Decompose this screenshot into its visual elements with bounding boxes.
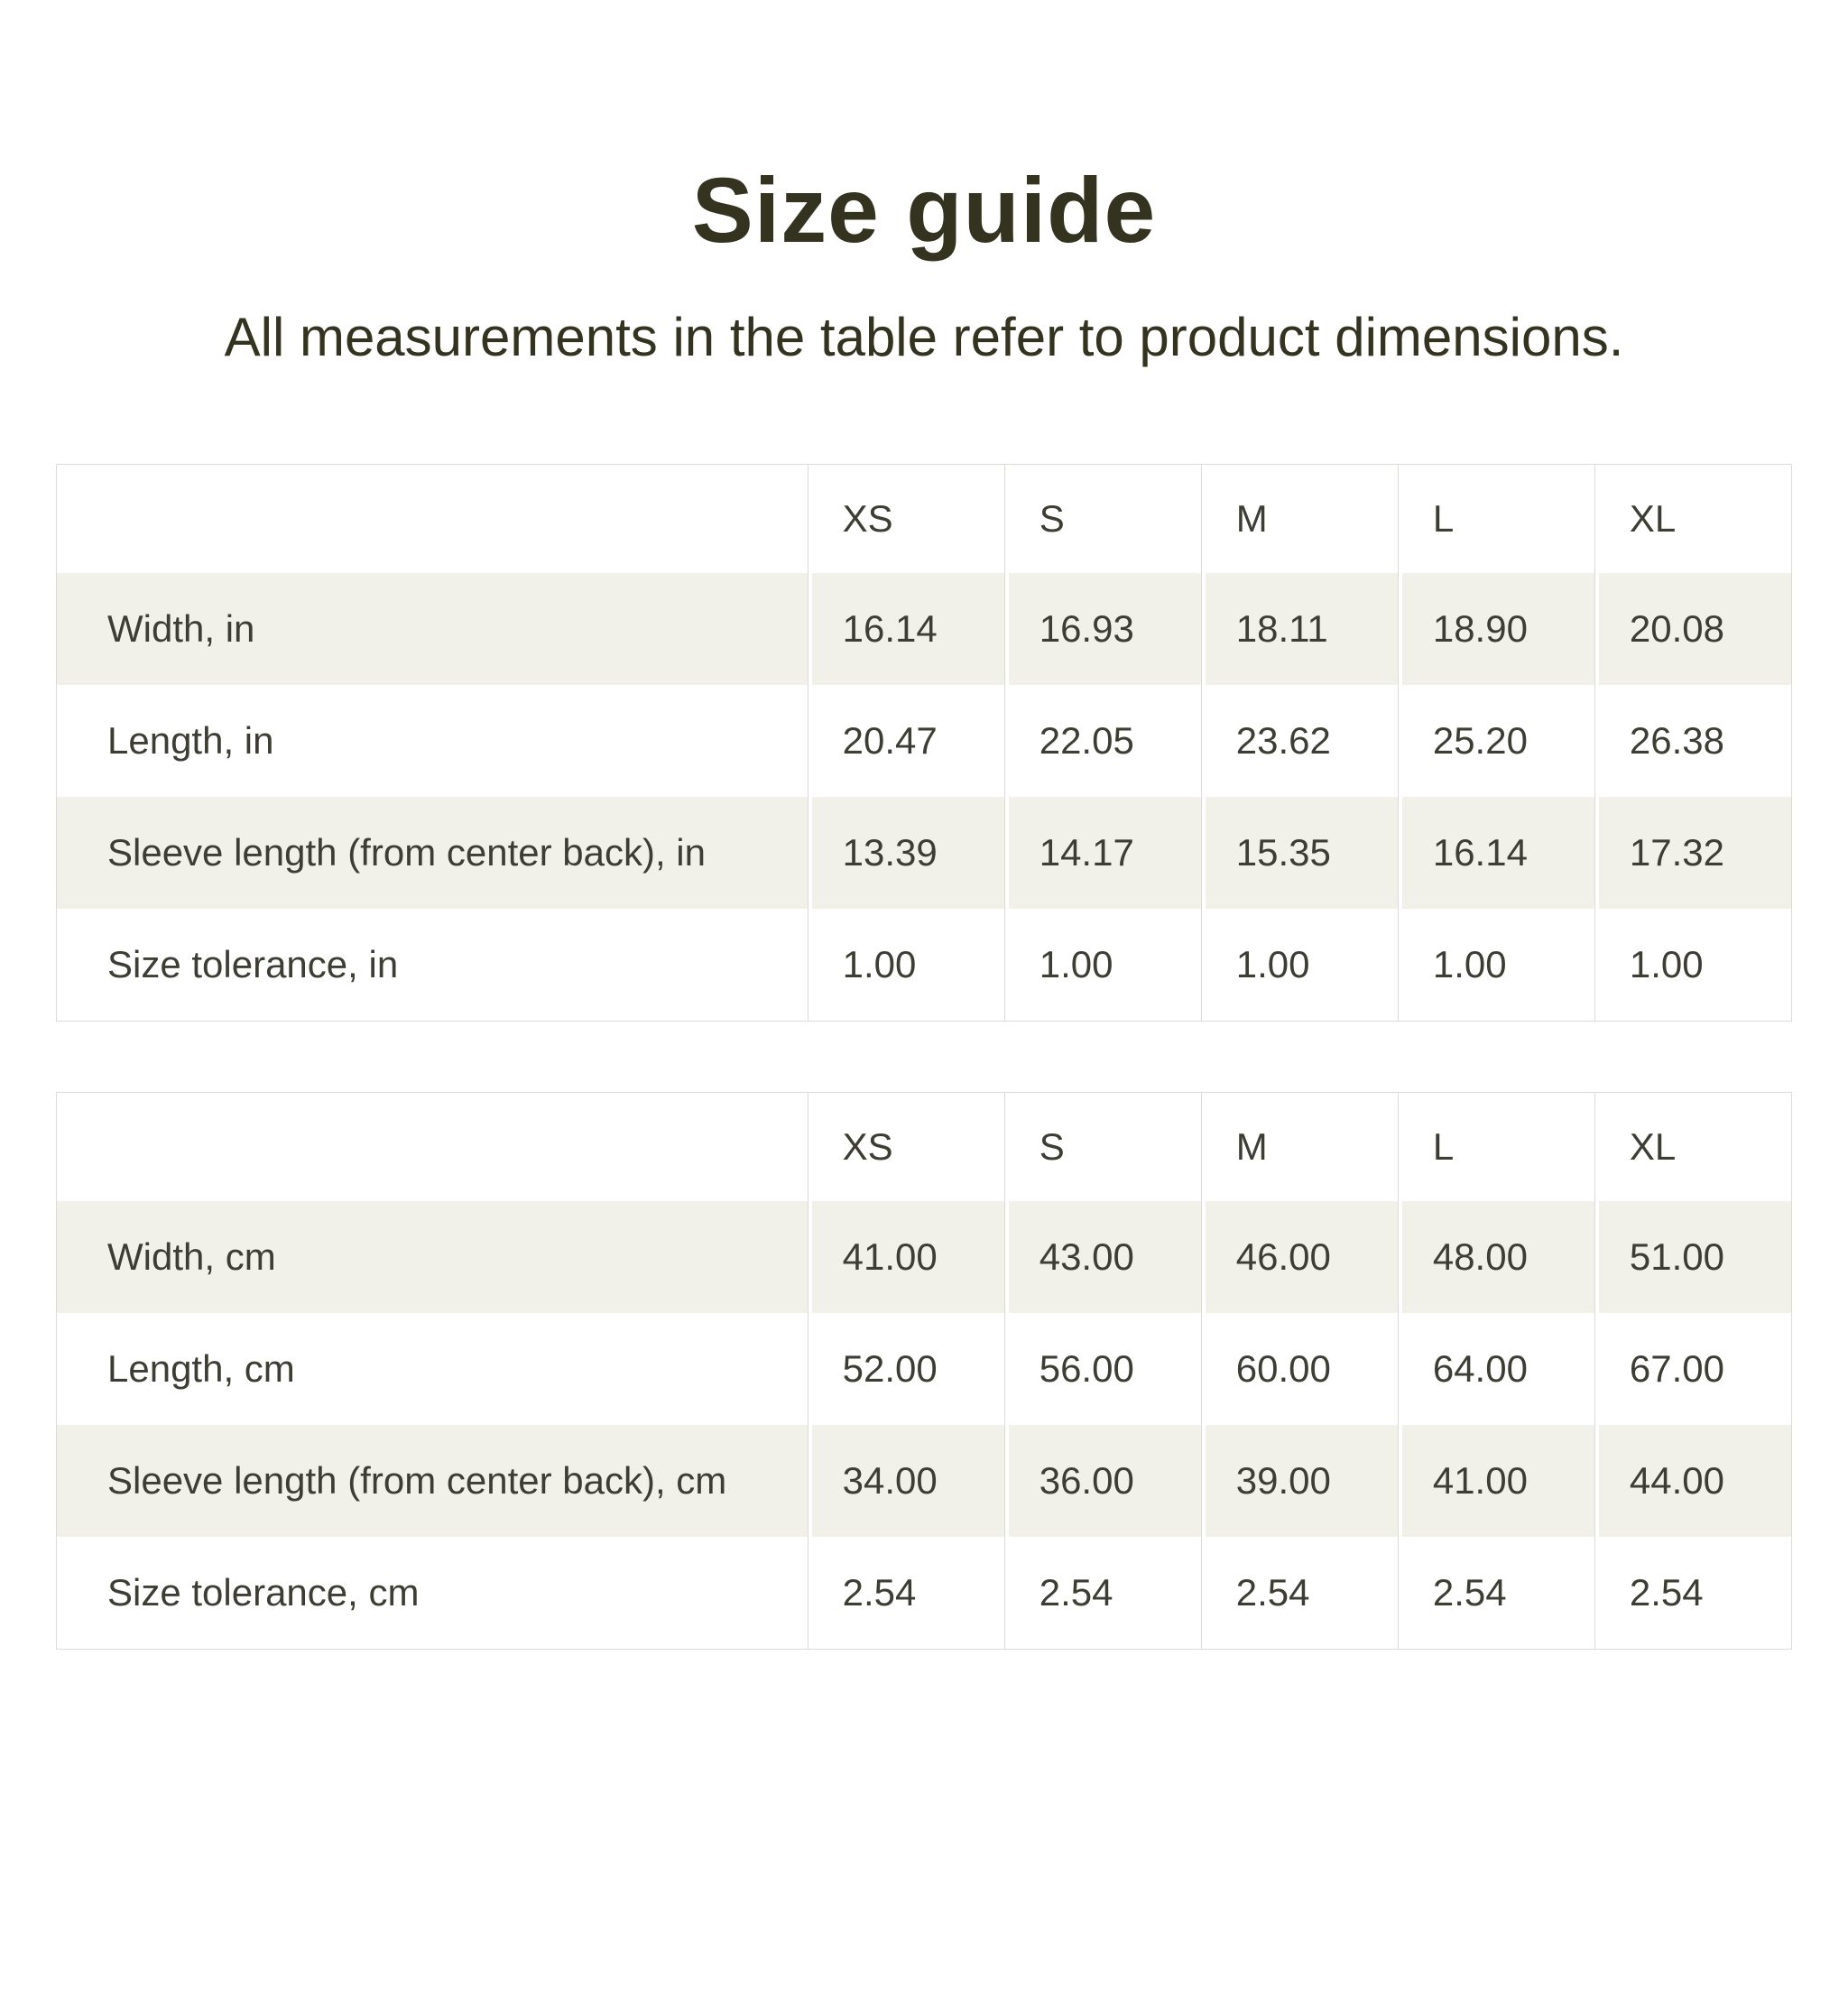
table-row: Sleeve length (from center back), cm 34.0… bbox=[56, 1425, 1792, 1538]
size-value: 44.00 bbox=[1594, 1425, 1792, 1538]
size-value: 41.00 bbox=[1397, 1425, 1595, 1538]
empty-corner-cell bbox=[57, 1093, 808, 1202]
size-value: 2.54 bbox=[807, 1537, 1005, 1650]
size-column-header: XS bbox=[807, 464, 1005, 574]
size-value: 36.00 bbox=[1003, 1425, 1202, 1538]
size-value: 22.05 bbox=[1003, 685, 1202, 798]
size-value: 52.00 bbox=[807, 1313, 1005, 1426]
size-value: 26.38 bbox=[1594, 685, 1792, 798]
size-value: 16.14 bbox=[807, 573, 1005, 686]
size-value: 14.17 bbox=[1003, 797, 1202, 910]
size-value: 34.00 bbox=[807, 1425, 1005, 1538]
size-column-header: XL bbox=[1594, 464, 1792, 574]
size-value: 1.00 bbox=[1200, 909, 1399, 1022]
row-label: Size tolerance, in bbox=[107, 943, 399, 986]
size-value: 18.11 bbox=[1200, 573, 1399, 686]
size-value: 16.93 bbox=[1003, 573, 1202, 686]
page-subtitle: All measurements in the table refer to p… bbox=[224, 307, 1624, 368]
table-row: Size tolerance, in 1.00 1.00 1.00 1.00 1.00 bbox=[57, 909, 1792, 1022]
row-label: Sleeve length (from center back), cm bbox=[107, 1459, 727, 1503]
size-column-header: M bbox=[1200, 464, 1399, 574]
empty-corner-cell bbox=[57, 465, 808, 574]
row-label: Size tolerance, cm bbox=[107, 1571, 420, 1614]
table-row: Width, cm 41.00 43.00 46.00 48.00 51.00 bbox=[56, 1201, 1792, 1314]
size-guide-panel: Size guide All measurements in the table… bbox=[0, 159, 1848, 1651]
size-value: 56.00 bbox=[1003, 1313, 1202, 1426]
size-value: 25.20 bbox=[1397, 685, 1595, 798]
size-column-header: S bbox=[1003, 464, 1202, 574]
size-value: 39.00 bbox=[1200, 1425, 1399, 1538]
size-value: 1.00 bbox=[1397, 909, 1595, 1022]
size-value: 67.00 bbox=[1594, 1313, 1792, 1426]
size-value: 2.54 bbox=[1200, 1537, 1399, 1650]
size-value: 20.47 bbox=[807, 685, 1005, 798]
row-label: Length, cm bbox=[107, 1347, 295, 1391]
table-row: Sleeve length (from center back), in 13.3… bbox=[56, 797, 1792, 910]
size-column-header: L bbox=[1397, 464, 1595, 574]
size-value: 23.62 bbox=[1200, 685, 1399, 798]
size-value: 1.00 bbox=[1003, 909, 1202, 1022]
size-value: 2.54 bbox=[1397, 1537, 1595, 1650]
page-title: Size guide bbox=[691, 159, 1157, 262]
row-label: Width, cm bbox=[107, 1235, 276, 1279]
table-row: Size tolerance, cm 2.54 2.54 2.54 2.54 2.54 bbox=[57, 1537, 1792, 1650]
size-column-header: XL bbox=[1594, 1092, 1792, 1202]
size-value: 64.00 bbox=[1397, 1313, 1595, 1426]
size-header-row: XS S M L XL bbox=[57, 464, 1792, 574]
size-value: 60.00 bbox=[1200, 1313, 1399, 1426]
size-value: 43.00 bbox=[1003, 1201, 1202, 1314]
table-row: Length, in 20.47 22.05 23.62 25.20 26.38 bbox=[57, 685, 1792, 798]
size-value: 20.08 bbox=[1594, 573, 1792, 686]
row-label: Width, in bbox=[107, 607, 255, 651]
size-value: 17.32 bbox=[1594, 797, 1792, 910]
size-value: 15.35 bbox=[1200, 797, 1399, 910]
size-value: 46.00 bbox=[1200, 1201, 1399, 1314]
size-value: 1.00 bbox=[807, 909, 1005, 1022]
size-table-inches: XS S M L XL Width, in 16.14 16.93 18.11 18.90 20.0… bbox=[56, 464, 1792, 1022]
size-value: 51.00 bbox=[1594, 1201, 1792, 1314]
size-column-header: L bbox=[1397, 1092, 1595, 1202]
size-header-row: XS S M L XL bbox=[57, 1092, 1792, 1202]
table-row: Length, cm 52.00 56.00 60.00 64.00 67.00 bbox=[57, 1313, 1792, 1426]
size-column-header: XS bbox=[807, 1092, 1005, 1202]
table-row: Width, in 16.14 16.93 18.11 18.90 20.08 bbox=[56, 573, 1792, 686]
size-value: 13.39 bbox=[807, 797, 1005, 910]
size-value: 2.54 bbox=[1594, 1537, 1792, 1650]
size-value: 48.00 bbox=[1397, 1201, 1595, 1314]
row-label: Sleeve length (from center back), in bbox=[107, 831, 706, 874]
size-value: 18.90 bbox=[1397, 573, 1595, 686]
row-label: Length, in bbox=[107, 719, 274, 763]
size-table-centimeters: XS S M L XL Width, cm 41.00 43.00 46.00 48.00 51.0… bbox=[56, 1092, 1792, 1651]
size-value: 2.54 bbox=[1003, 1537, 1202, 1650]
size-value: 1.00 bbox=[1594, 909, 1792, 1022]
size-value: 16.14 bbox=[1397, 797, 1595, 910]
size-column-header: M bbox=[1200, 1092, 1399, 1202]
size-column-header: S bbox=[1003, 1092, 1202, 1202]
size-value: 41.00 bbox=[807, 1201, 1005, 1314]
